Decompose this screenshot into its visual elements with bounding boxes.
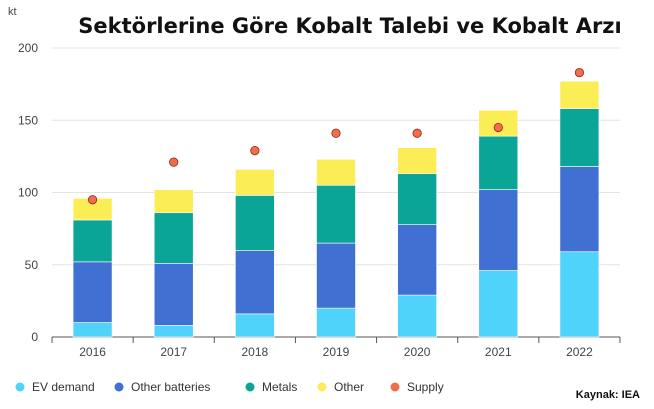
- x-tick-label: 2022: [566, 345, 593, 359]
- legend-label: Other batteries: [131, 380, 210, 394]
- y-axis-unit-label: kt: [8, 6, 17, 18]
- bar-segment: [235, 250, 275, 315]
- supply-point: [250, 145, 260, 156]
- bar-segment: [559, 108, 600, 167]
- y-axis-ticks: 0 50 100 150 200: [18, 41, 38, 344]
- y-tick-label: 50: [25, 258, 39, 272]
- y-tick-label: 100: [18, 186, 38, 200]
- legend-label: Metals: [262, 380, 297, 394]
- supply-point: [169, 157, 179, 167]
- legend-marker: [15, 382, 25, 392]
- legend-label: EV demand: [32, 380, 95, 394]
- legend-marker: [245, 382, 255, 392]
- x-tick-label: 2016: [79, 345, 106, 359]
- x-axis-ticks: 2016 2017 2018 2019 2020 2021 2022: [51, 337, 621, 359]
- chart-title: Sektörlerine Göre Kobalt Talebi ve Kobal…: [78, 14, 621, 38]
- legend: EV demand Other batteries Metals Other Suppl…: [15, 380, 444, 394]
- bar-segment: [397, 147, 437, 175]
- bar-segment: [559, 166, 600, 253]
- legend-marker: [317, 382, 327, 392]
- bar-segment: [153, 212, 194, 264]
- bar-segment: [559, 251, 600, 338]
- supply-point: [574, 67, 585, 78]
- bar-stacks: [72, 80, 600, 338]
- bar-segment: [153, 325, 194, 338]
- bar-segment: [153, 263, 194, 326]
- bar-segment: [397, 173, 437, 225]
- bar-segment: [478, 135, 519, 190]
- y-tick-label: 150: [18, 113, 38, 127]
- bar-segment: [153, 189, 194, 214]
- bar-segment: [235, 313, 275, 338]
- y-tick-label: 200: [18, 41, 38, 55]
- x-tick-label: 2018: [242, 345, 269, 359]
- supply-point: [331, 128, 341, 138]
- supply-point: [87, 195, 98, 205]
- legend-marker: [390, 382, 400, 392]
- x-tick-label: 2021: [485, 345, 512, 359]
- bar-segment: [235, 169, 275, 196]
- x-tick-label: 2020: [404, 345, 431, 359]
- bar-segment: [72, 219, 113, 263]
- supply-point: [412, 128, 422, 138]
- bar-segment: [316, 184, 356, 244]
- supply-point: [493, 122, 503, 133]
- bar-segment: [397, 294, 437, 338]
- bar-segment: [316, 158, 356, 186]
- bar-segment: [235, 195, 275, 251]
- supply-markers: [87, 67, 585, 205]
- bar-segment: [559, 80, 600, 109]
- bar-segment: [478, 189, 519, 271]
- x-tick-label: 2019: [323, 345, 350, 359]
- source-note: Kaynak: IEA: [576, 389, 640, 401]
- y-tick-label: 0: [31, 330, 38, 344]
- legend-label: Other: [334, 380, 364, 394]
- legend-marker: [114, 382, 124, 392]
- bar-segment: [316, 307, 356, 338]
- bar-segment: [72, 261, 113, 323]
- bar-segment: [316, 242, 356, 309]
- legend-label: Supply: [407, 380, 444, 394]
- bar-segment: [397, 223, 437, 296]
- bar-segment: [478, 270, 519, 338]
- x-tick-label: 2017: [160, 345, 187, 359]
- bar-segment: [72, 322, 113, 338]
